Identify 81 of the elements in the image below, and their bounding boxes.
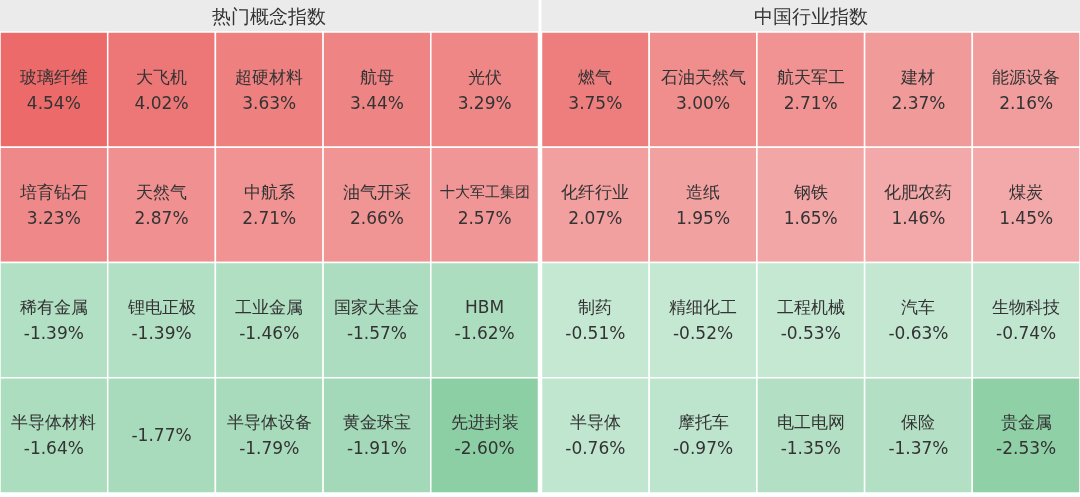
data-label: -0.52% xyxy=(672,323,734,344)
category-label: 先进封装 xyxy=(450,412,519,433)
category-label: 化肥农药 xyxy=(884,181,953,202)
category-label: 制药 xyxy=(578,297,613,318)
category-label: 黄金珠宝 xyxy=(342,412,411,433)
data-label: -1.64% xyxy=(23,438,84,459)
category-label: 造纸 xyxy=(686,181,721,202)
category-label: 汽车 xyxy=(901,297,936,318)
category-label: 超硬材料 xyxy=(235,66,304,87)
category-label: 半导体设备 xyxy=(226,412,312,433)
data-label: 2.07% xyxy=(568,207,623,228)
category-label: 贵金属 xyxy=(1000,412,1052,433)
data-label: -1.57% xyxy=(346,323,408,344)
data-label: -2.53% xyxy=(996,438,1057,459)
category-label: 半导体 xyxy=(569,412,621,433)
data-label: 3.63% xyxy=(242,92,297,113)
data-label: -1.62% xyxy=(454,323,515,344)
category-label: 摩托车 xyxy=(677,412,729,433)
category-label: 玻璃纤维 xyxy=(19,66,88,87)
category-label: 石油天然气 xyxy=(660,66,746,87)
category-label: 电工电网 xyxy=(776,412,845,433)
data-label: -1.91% xyxy=(346,438,408,459)
category-label: 稀有金属 xyxy=(19,297,88,318)
category-label: 精细化工 xyxy=(669,297,738,318)
data-label: 2.57% xyxy=(457,207,512,228)
category-label: 燃气 xyxy=(578,66,613,87)
category-label: 化纤行业 xyxy=(561,181,630,202)
data-label: 1.95% xyxy=(676,207,731,228)
data-label: -1.77% xyxy=(131,425,192,446)
category-label: 锂电正极 xyxy=(126,297,196,318)
category-label: 保险 xyxy=(901,412,936,433)
text: 热门概念指数 xyxy=(212,5,327,27)
data-label: 3.44% xyxy=(349,92,404,113)
category-label: 煤炭 xyxy=(1009,181,1044,202)
category-label: 国家大基金 xyxy=(334,297,420,318)
data-label: -1.46% xyxy=(239,323,300,344)
data-label: 4.54% xyxy=(26,92,81,113)
data-label: 2.16% xyxy=(999,92,1054,113)
data-label: -1.37% xyxy=(888,438,949,459)
category-label: 大飞机 xyxy=(136,66,188,87)
data-label: 2.87% xyxy=(134,207,189,228)
category-label: 航天军工 xyxy=(776,66,845,87)
category-label: 中航系 xyxy=(243,181,295,202)
data-label: 3.23% xyxy=(26,207,81,228)
data-label: -0.53% xyxy=(780,323,841,344)
category-label: 能源设备 xyxy=(992,66,1061,87)
data-label: 2.66% xyxy=(349,207,404,228)
data-label: -0.74% xyxy=(996,323,1057,344)
data-label: 2.71% xyxy=(783,92,838,113)
category-label: 生物科技 xyxy=(992,297,1061,318)
category-label: 十大军工集团 xyxy=(439,182,530,201)
category-label: 油气开采 xyxy=(342,181,411,202)
category-label: HBM xyxy=(465,297,505,318)
category-label: 光伏 xyxy=(467,66,502,87)
data-label: -1.35% xyxy=(780,438,841,459)
data-label: -0.63% xyxy=(888,323,949,344)
data-label: -0.76% xyxy=(565,438,626,459)
category-label: 半导体材料 xyxy=(11,412,97,433)
data-label: 2.37% xyxy=(891,92,946,113)
category-label: 建材 xyxy=(900,66,936,87)
data-label: -1.39% xyxy=(23,323,84,344)
data-label: 3.00% xyxy=(676,92,731,113)
data-label: 1.45% xyxy=(999,207,1054,228)
data-label: -1.39% xyxy=(131,323,192,344)
category-label: 工业金属 xyxy=(235,297,304,318)
text: 中国行业指数 xyxy=(753,5,868,27)
data-label: -0.97% xyxy=(672,438,734,459)
data-label: 2.71% xyxy=(242,207,297,228)
data-label: 1.46% xyxy=(891,207,946,228)
data-label: -1.79% xyxy=(239,438,300,459)
data-label: 3.75% xyxy=(568,92,623,113)
data-label: 4.02% xyxy=(134,92,189,113)
data-label: 3.29% xyxy=(457,92,512,113)
category-label: 航母 xyxy=(359,66,394,87)
category-label: 培育钻石 xyxy=(18,181,88,202)
category-label: 钢铁 xyxy=(792,181,828,202)
data-label: -2.60% xyxy=(454,438,515,459)
category-label: 工程机械 xyxy=(776,297,845,318)
data-label: 1.65% xyxy=(783,207,838,228)
data-label: -0.51% xyxy=(565,323,626,344)
category-label: 天然气 xyxy=(136,181,188,202)
